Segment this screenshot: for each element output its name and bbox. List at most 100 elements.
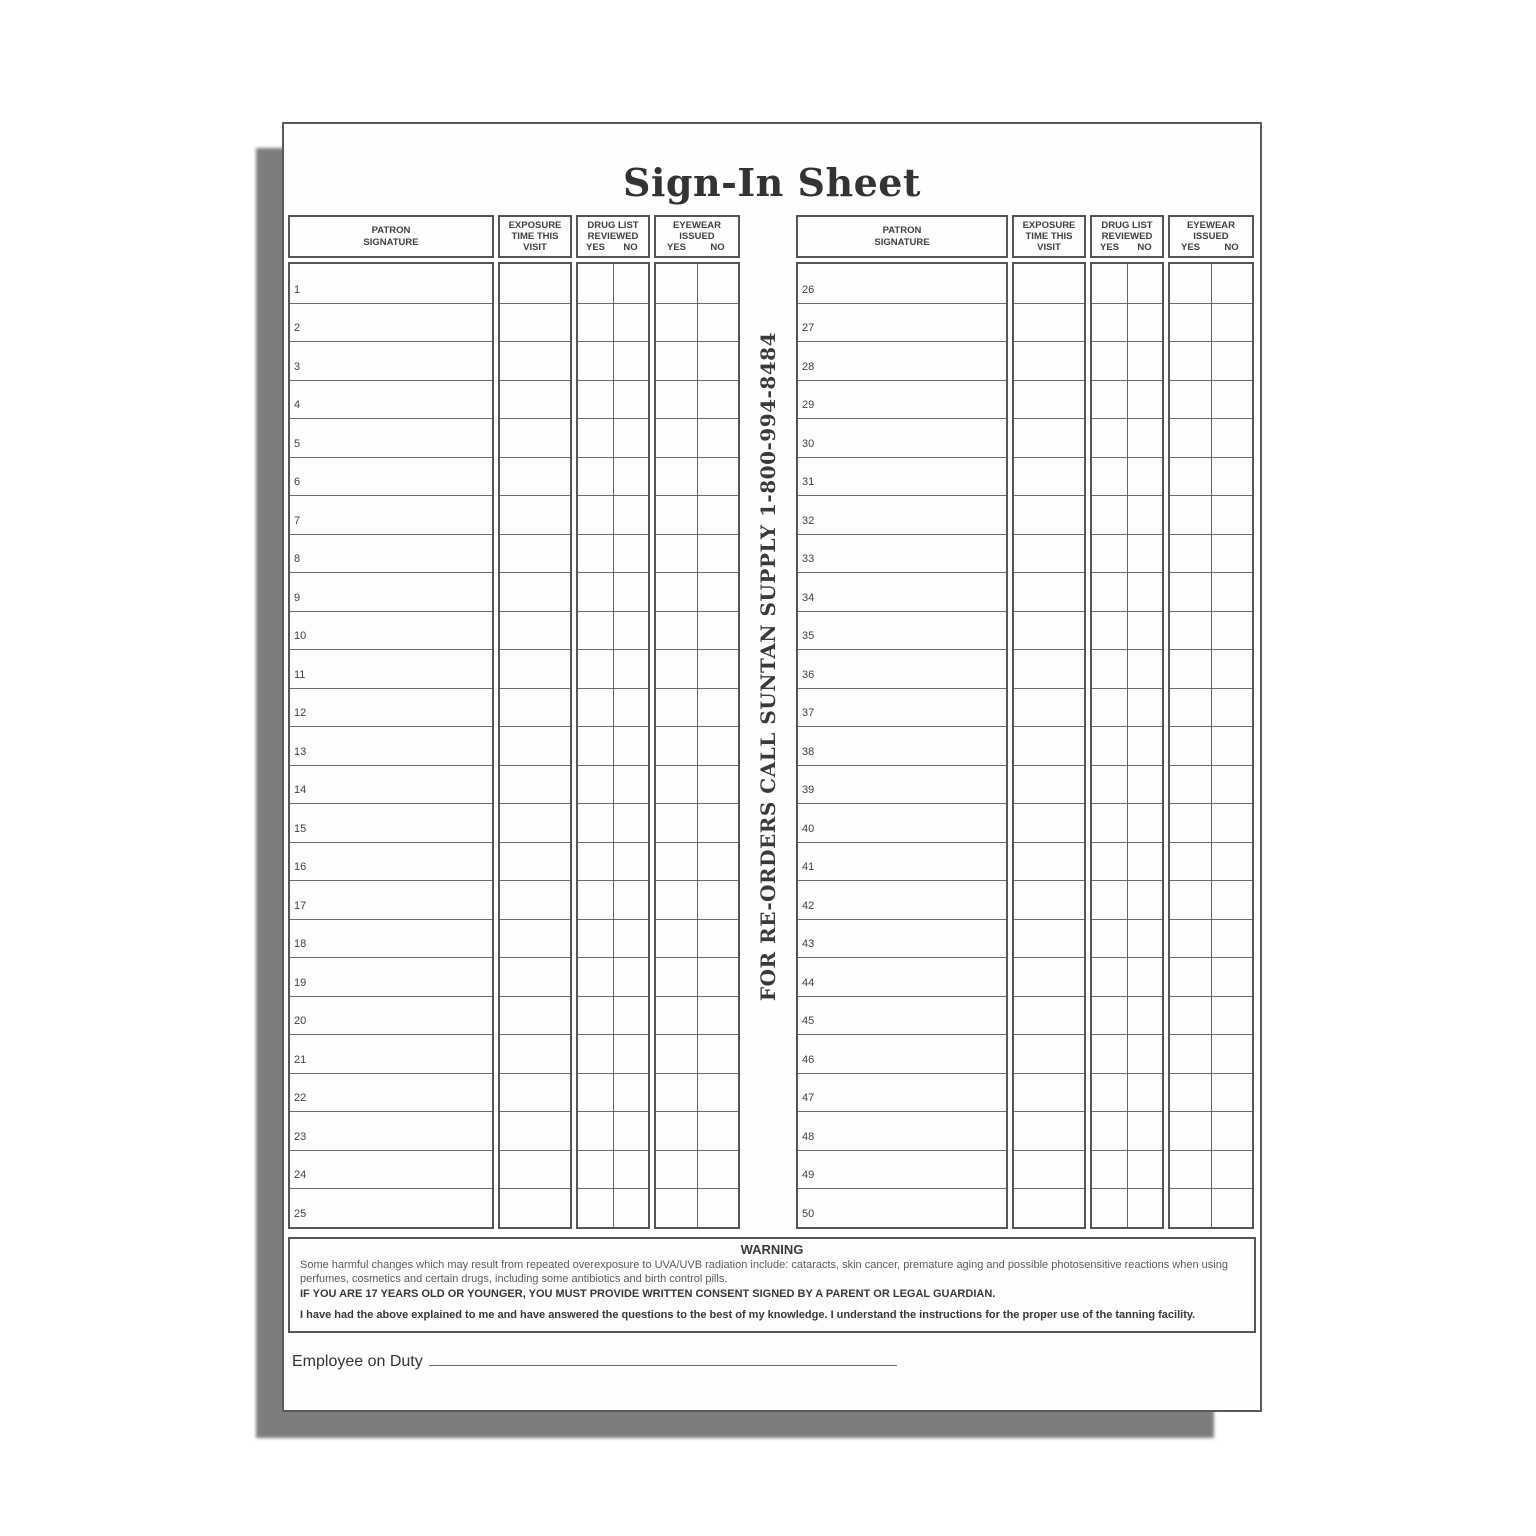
- exposure-time-cell: [1014, 533, 1084, 573]
- row-number: 17: [294, 899, 307, 912]
- yes-cell: [578, 341, 613, 380]
- yes-cell: [656, 1111, 697, 1150]
- no-cell: [697, 995, 738, 1035]
- exposure-time-cell: [500, 803, 570, 842]
- signature-cell: 14: [290, 764, 492, 804]
- yes-cell: [656, 302, 697, 342]
- yes-cell: [578, 957, 613, 996]
- row-number: 49: [802, 1169, 815, 1181]
- exposure-time-cell: [1014, 264, 1084, 303]
- no-cell: [697, 418, 738, 457]
- warning-line-1: Some harmful changes which may result fr…: [300, 1258, 1228, 1286]
- signature-cell: 17: [290, 880, 492, 919]
- yes-cell: [1092, 1072, 1127, 1112]
- yes-cell: [1170, 379, 1211, 419]
- patron-signature-column: 26 27 28 29 30 31 32 33 34 35 36 37 38 39 40 41 42 43 44 45…: [796, 262, 1008, 1229]
- no-cell: [613, 533, 648, 573]
- exposure-time-cell: [500, 1072, 570, 1112]
- no-cell: [613, 957, 648, 996]
- yes-cell: [656, 264, 697, 303]
- exposure-time-cell: [1014, 456, 1084, 496]
- row-number: 42: [802, 899, 815, 912]
- yes-cell: [1170, 572, 1211, 611]
- yes-cell: [656, 803, 697, 842]
- column-group-patron-signature: PATRON SIGNATURE 1 2 3 4 5 6 7 8 9 10 11 12 13 14 15 16…: [288, 215, 494, 1229]
- no-cell: [613, 495, 648, 534]
- yes-cell: [1170, 957, 1211, 996]
- signature-cell: 50: [798, 1188, 1006, 1227]
- row-number: 4: [294, 399, 301, 411]
- no-cell: [1127, 1111, 1162, 1150]
- no-cell: [613, 456, 648, 496]
- no-label: NO: [710, 242, 725, 254]
- warning-line-2: IF YOU ARE 17 YEARS OLD OR YOUNGER, YOU …: [300, 1287, 996, 1300]
- yes-cell: [656, 918, 697, 958]
- signature-cell: 19: [290, 957, 492, 996]
- exposure-time-cell: [500, 495, 570, 534]
- no-cell: [1212, 264, 1253, 303]
- yes-cell: [656, 726, 697, 765]
- yes-cell: [1092, 687, 1127, 727]
- yes-no-subheader: YES NO: [578, 242, 648, 253]
- no-cell: [1127, 341, 1162, 380]
- row-number: 38: [802, 745, 815, 758]
- exposure-time-cell: [500, 456, 570, 496]
- drug-list-column: [1090, 262, 1164, 1229]
- eyewear-column: [654, 262, 740, 1229]
- no-cell: [697, 379, 738, 419]
- yes-cell: [578, 687, 613, 727]
- column-header-eyewear: EYEWEAR ISSUED YES NO: [1168, 215, 1254, 258]
- yes-subcolumn: [1092, 264, 1127, 1227]
- yes-cell: [1092, 764, 1127, 804]
- no-cell: [697, 302, 738, 342]
- row-number: 7: [294, 514, 301, 527]
- signature-cell: 38: [798, 726, 1006, 765]
- yes-label: YES: [1180, 242, 1200, 254]
- yes-subcolumn: [578, 264, 613, 1227]
- signature-cell: 44: [798, 957, 1006, 996]
- row-number: 11: [294, 668, 306, 681]
- no-cell: [697, 918, 738, 958]
- no-subcolumn: [612, 264, 648, 1227]
- signature-cell: 45: [798, 995, 1006, 1035]
- yes-subcolumn: [1170, 264, 1211, 1227]
- yes-cell: [1170, 302, 1211, 342]
- signature-cell: 24: [290, 1149, 492, 1189]
- signature-cell: 15: [290, 803, 492, 842]
- yes-cell: [656, 495, 697, 534]
- yes-cell: [578, 918, 613, 958]
- yes-cell: [656, 1034, 697, 1073]
- exposure-time-cell: [1014, 764, 1084, 804]
- yes-cell: [656, 1188, 697, 1227]
- no-cell: [1127, 995, 1162, 1035]
- yes-cell: [1170, 880, 1211, 919]
- no-cell: [613, 918, 648, 958]
- row-number: 24: [294, 1169, 307, 1181]
- no-cell: [1211, 379, 1252, 419]
- yes-cell: [1092, 918, 1127, 958]
- row-number: 1: [294, 283, 301, 296]
- exposure-time-cell: [500, 995, 570, 1035]
- yes-cell: [1092, 456, 1127, 496]
- column-header-label: DRUG LIST REVIEWED: [587, 219, 639, 242]
- no-cell: [697, 880, 738, 919]
- no-cell: [613, 341, 648, 380]
- signature-cell: 20: [290, 995, 492, 1035]
- yes-cell: [1170, 841, 1211, 881]
- yes-cell: [1170, 1072, 1211, 1112]
- no-cell: [1127, 456, 1162, 496]
- no-cell: [613, 302, 648, 342]
- row-number: 23: [294, 1130, 307, 1143]
- exposure-time-cell: [1014, 418, 1084, 457]
- yes-cell: [578, 995, 613, 1035]
- column-header-eyewear: EYEWEAR ISSUED YES NO: [654, 215, 740, 258]
- no-cell: [613, 1149, 648, 1189]
- no-cell: [1211, 803, 1252, 842]
- no-cell: [613, 1188, 648, 1227]
- row-number: 18: [294, 938, 307, 950]
- yes-cell: [1170, 341, 1211, 380]
- row-number: 12: [294, 707, 307, 719]
- no-cell: [613, 649, 648, 688]
- row-number: 13: [294, 745, 307, 758]
- exposure-time-cell: [1014, 1034, 1084, 1073]
